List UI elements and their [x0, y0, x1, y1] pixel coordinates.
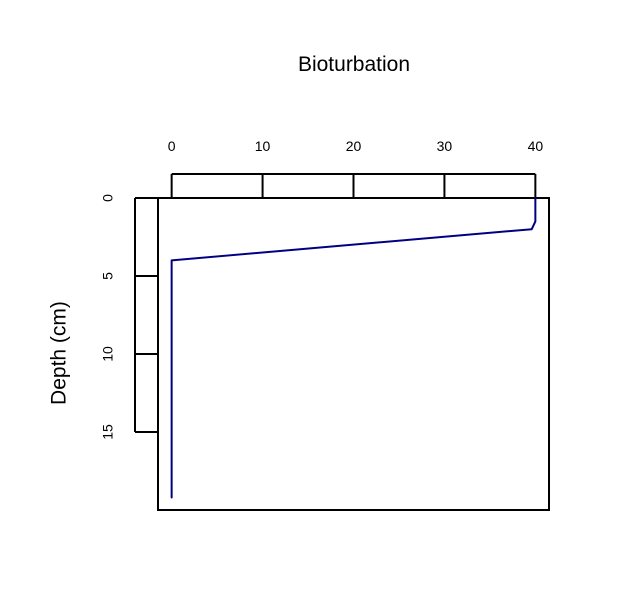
- plot-frame: [157, 197, 550, 511]
- x-axis: 0 10 20 30 40: [168, 138, 544, 197]
- y-axis-label: Depth (cm): [48, 301, 71, 405]
- x-tick-label: 20: [346, 138, 362, 154]
- y-tick-label: 15: [100, 424, 116, 440]
- x-tick-label: 10: [255, 138, 271, 154]
- series-line: [170, 197, 537, 499]
- chart-title: Bioturbation: [298, 53, 410, 76]
- y-tick-label: 5: [100, 272, 116, 280]
- x-tick-label: 30: [437, 138, 453, 154]
- x-tick-label: 40: [528, 138, 544, 154]
- y-tick-label: 10: [100, 346, 116, 362]
- x-tick-label: 0: [168, 138, 176, 154]
- y-tick-label: 0: [100, 194, 116, 202]
- y-axis: 0 5 10 15: [100, 194, 158, 440]
